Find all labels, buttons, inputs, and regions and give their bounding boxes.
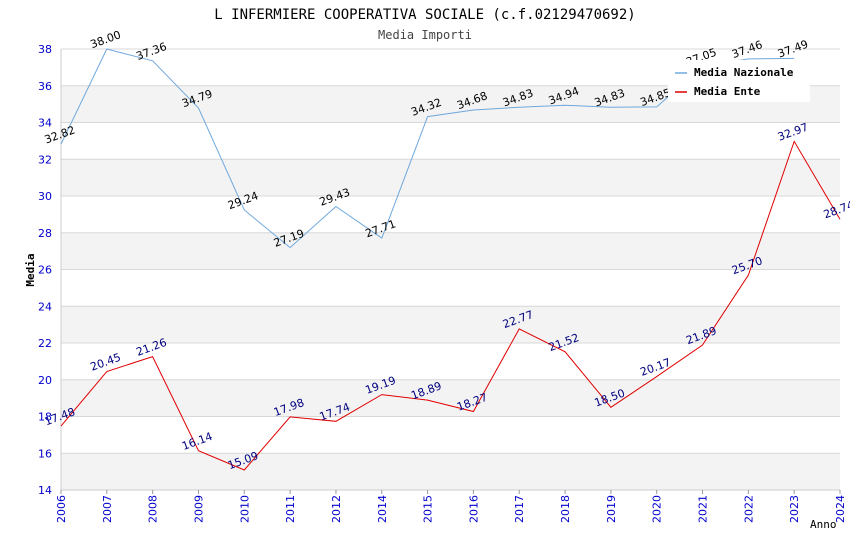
data-label-media-nazionale: 38.00	[89, 28, 123, 51]
y-tick-label: 32	[38, 153, 52, 166]
y-tick-label: 16	[38, 447, 52, 460]
x-tick-label: 2006	[55, 495, 68, 523]
legend: Media Nazionale Media Ente	[668, 60, 810, 102]
x-tick-label: 2018	[559, 495, 572, 523]
y-tick-label: 22	[38, 337, 52, 350]
y-tick-label: 20	[38, 374, 52, 387]
y-tick-label: 36	[38, 80, 52, 93]
data-label-media-ente: 20.45	[89, 351, 123, 374]
y-tick-label: 34	[38, 117, 52, 130]
x-axis-label: Anno	[810, 518, 837, 531]
data-label-media-ente: 16.14	[180, 430, 214, 453]
background-bands	[61, 85, 840, 490]
x-tick-label: 2024	[834, 495, 847, 523]
y-tick-label: 28	[38, 227, 52, 240]
grid-lines	[60, 48, 840, 491]
background-band	[61, 159, 840, 196]
background-band	[61, 232, 840, 270]
x-tick-label: 2011	[284, 495, 297, 523]
y-tick-label: 14	[38, 484, 52, 497]
y-axis-label: Media	[24, 253, 37, 286]
legend-box	[668, 60, 810, 102]
y-tick-label: 38	[38, 43, 52, 56]
x-axis-ticks: 2006 2007 2008 2009 2010 2011 2012 2014 2015 2016…	[55, 490, 847, 523]
x-tick-label: 2021	[697, 495, 710, 523]
chart-title: L INFERMIERE COOPERATIVA SOCIALE (c.f.02…	[214, 7, 635, 23]
background-band	[61, 379, 840, 417]
y-axis-ticks: 14 16 18 20 22 24 26 28 30 32 34 36 38	[38, 43, 52, 497]
x-tick-label: 2009	[192, 495, 205, 523]
x-tick-label: 2019	[605, 495, 618, 523]
x-tick-label: 2014	[376, 495, 389, 523]
x-tick-label: 2016	[467, 495, 480, 523]
chart-subtitle: Media Importi	[378, 28, 472, 42]
background-band	[61, 453, 840, 490]
data-label-media-nazionale: 37.36	[134, 40, 168, 63]
x-tick-label: 2017	[513, 495, 526, 523]
x-tick-label: 2012	[330, 495, 343, 523]
data-label-media-ente: 28.74	[822, 198, 850, 221]
y-tick-label: 24	[38, 300, 52, 313]
series-line-media-ente	[60, 140, 841, 471]
x-tick-label: 2008	[147, 495, 160, 523]
x-tick-label: 2020	[651, 495, 664, 523]
y-tick-label: 26	[38, 264, 52, 277]
x-tick-label: 2022	[742, 495, 755, 523]
data-label-media-ente: 20.17	[638, 356, 672, 379]
legend-label-media-ente: Media Ente	[694, 85, 761, 98]
x-tick-label: 2007	[101, 495, 114, 523]
data-label-media-nazionale: 37.49	[776, 38, 810, 61]
y-tick-label: 30	[38, 190, 52, 203]
data-label-media-nazionale: 37.46	[730, 38, 764, 61]
x-tick-label: 2010	[238, 495, 251, 523]
x-tick-label: 2023	[788, 495, 801, 523]
data-label-media-ente: 32.97	[776, 121, 810, 144]
x-tick-label: 2015	[422, 495, 435, 523]
y-tick-label: 18	[38, 411, 52, 424]
legend-label-media-nazionale: Media Nazionale	[694, 66, 794, 79]
background-band	[61, 306, 840, 343]
